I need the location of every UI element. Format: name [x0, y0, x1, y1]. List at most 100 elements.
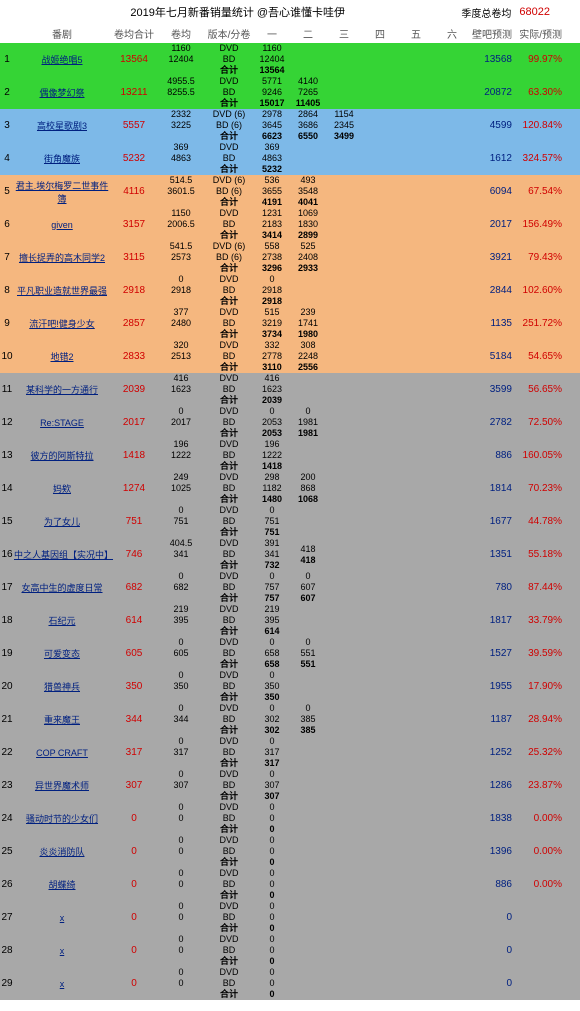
- avg-total: 307: [110, 780, 158, 791]
- format-labels: DVDBD合计: [204, 967, 254, 1000]
- format-labels: DVDBD合计: [204, 670, 254, 703]
- anime-name[interactable]: 为了女儿: [14, 515, 110, 528]
- anime-name[interactable]: 街角魔族: [14, 152, 110, 165]
- anime-name[interactable]: 妈欸: [14, 482, 110, 495]
- volume-col: 36948635232: [254, 142, 290, 175]
- ratio: 56.65%: [516, 384, 566, 395]
- row-index: 21: [0, 714, 14, 725]
- avg-per-format: 4955.58255.5: [158, 76, 204, 109]
- volume-col: 49335484041: [290, 175, 326, 208]
- format-labels: DVDBD合计: [204, 868, 254, 901]
- anime-name[interactable]: 偶像梦幻祭: [14, 86, 110, 99]
- table-row: 4街角魔族52323694863 DVDBD合计3694863523216123…: [0, 142, 580, 175]
- avg-per-format: 4161623: [158, 373, 204, 406]
- volume-col: 0551551: [290, 637, 326, 670]
- format-labels: DVDBD合计: [204, 571, 254, 604]
- anime-name[interactable]: x: [14, 913, 110, 923]
- prediction: 1252: [470, 747, 516, 758]
- avg-total: 1418: [110, 450, 158, 461]
- anime-name[interactable]: 女高中生的虚度日常: [14, 581, 110, 594]
- anime-name[interactable]: 擅长捉弄的高木同学2: [14, 251, 110, 264]
- anime-name[interactable]: 流汗吧!健身少女: [14, 317, 110, 330]
- anime-name[interactable]: 战姬绝唱5: [14, 53, 110, 66]
- anime-name[interactable]: 胡蝶绮: [14, 878, 110, 891]
- ratio: 156.49%: [516, 219, 566, 230]
- col-v2: 二: [290, 26, 326, 41]
- ratio: 87.44%: [516, 582, 566, 593]
- avg-per-format: 0751: [158, 505, 204, 538]
- anime-name[interactable]: 地错2: [14, 350, 110, 363]
- anime-name[interactable]: COP CRAFT: [14, 748, 110, 758]
- row-index: 2: [0, 87, 14, 98]
- anime-name[interactable]: 高校星歌剧3: [14, 119, 110, 132]
- anime-name[interactable]: 中之人基因组【实况中】: [14, 548, 110, 561]
- anime-name[interactable]: 彼方的阿斯特拉: [14, 449, 110, 462]
- prediction: 1817: [470, 615, 516, 626]
- season-label: 季度总卷均: [461, 5, 519, 20]
- row-index: 6: [0, 219, 14, 230]
- format-labels: DVDBD合计: [204, 769, 254, 802]
- volume-col: 000: [254, 835, 290, 868]
- ratio: 67.54%: [516, 186, 566, 197]
- col-ratio: 实际/预测: [516, 26, 566, 41]
- table-row: 6given315711502006.5 DVDBD合计123121833414…: [0, 208, 580, 241]
- col-pred: 壁吧预测: [470, 26, 516, 41]
- anime-name[interactable]: given: [14, 220, 110, 230]
- table-row: 7擅长捉弄的高木同学23115541.52573 DVD (6)BD (6)合计…: [0, 241, 580, 274]
- avg-per-format: 00: [158, 967, 204, 1000]
- table-row: 16中之人基因组【实况中】746404.5341 DVDBD合计39134173…: [0, 538, 580, 571]
- avg-total: 350: [110, 681, 158, 692]
- anime-name[interactable]: 骚动时节的少女们: [14, 812, 110, 825]
- format-labels: DVDBD合计: [204, 604, 254, 637]
- avg-per-format: 0344: [158, 703, 204, 736]
- avg-per-format: 00: [158, 868, 204, 901]
- col-v1: 一: [254, 26, 290, 41]
- avg-total: 13211: [110, 87, 158, 98]
- row-index: 25: [0, 846, 14, 857]
- ratio: 17.90%: [516, 681, 566, 692]
- avg-total: 2039: [110, 384, 158, 395]
- row-index: 23: [0, 780, 14, 791]
- volume-col: 53636554191: [254, 175, 290, 208]
- anime-name[interactable]: 平凡职业造就世界最强: [14, 284, 110, 297]
- col-v5: 五: [398, 26, 434, 41]
- volume-col: 41616232039: [254, 373, 290, 406]
- ratio: 54.65%: [516, 351, 566, 362]
- format-labels: DVD (6)BD (6)合计: [204, 241, 254, 274]
- table-body: 1战姬绝唱513564116012404 DVDBD合计116012404135…: [0, 43, 580, 1000]
- row-index: 3: [0, 120, 14, 131]
- row-index: 19: [0, 648, 14, 659]
- volume-col: 0607607: [290, 571, 326, 604]
- avg-total: 0: [110, 846, 158, 857]
- avg-per-format: 00: [158, 802, 204, 835]
- avg-per-format: 3694863: [158, 142, 204, 175]
- avg-total: 2857: [110, 318, 158, 329]
- anime-name[interactable]: 炎炎消防队: [14, 845, 110, 858]
- anime-name[interactable]: 重来魔王: [14, 713, 110, 726]
- col-javg: 卷均: [158, 26, 204, 41]
- volume-col: 000: [254, 901, 290, 934]
- avg-per-format: 02017: [158, 406, 204, 439]
- col-avg: 卷均合计: [110, 26, 158, 41]
- anime-name[interactable]: Re:STAGE: [14, 418, 110, 428]
- anime-name[interactable]: 可爱变态: [14, 647, 110, 660]
- volume-col: 0317317: [254, 736, 290, 769]
- anime-name[interactable]: 异世界魔术师: [14, 779, 110, 792]
- anime-name[interactable]: 石纪元: [14, 614, 110, 627]
- anime-name[interactable]: 猎兽神兵: [14, 680, 110, 693]
- anime-name[interactable]: x: [14, 979, 110, 989]
- anime-name[interactable]: 某科学的一方通行: [14, 383, 110, 396]
- avg-per-format: 219395: [158, 604, 204, 637]
- volume-col: 020532053: [254, 406, 290, 439]
- volume-col: 000: [254, 934, 290, 967]
- format-labels: DVDBD合计: [204, 43, 254, 76]
- volume-col: 30822482556: [290, 340, 326, 373]
- anime-name[interactable]: 君主.埃尔梅罗二世事件簿: [14, 179, 110, 205]
- avg-per-format: 3772480: [158, 307, 204, 340]
- avg-per-format: 2491025: [158, 472, 204, 505]
- anime-name[interactable]: x: [14, 946, 110, 956]
- volume-col: 115423453499: [326, 109, 362, 142]
- prediction: 1351: [470, 549, 516, 560]
- avg-per-format: 0317: [158, 736, 204, 769]
- season-value: 68022: [519, 6, 580, 18]
